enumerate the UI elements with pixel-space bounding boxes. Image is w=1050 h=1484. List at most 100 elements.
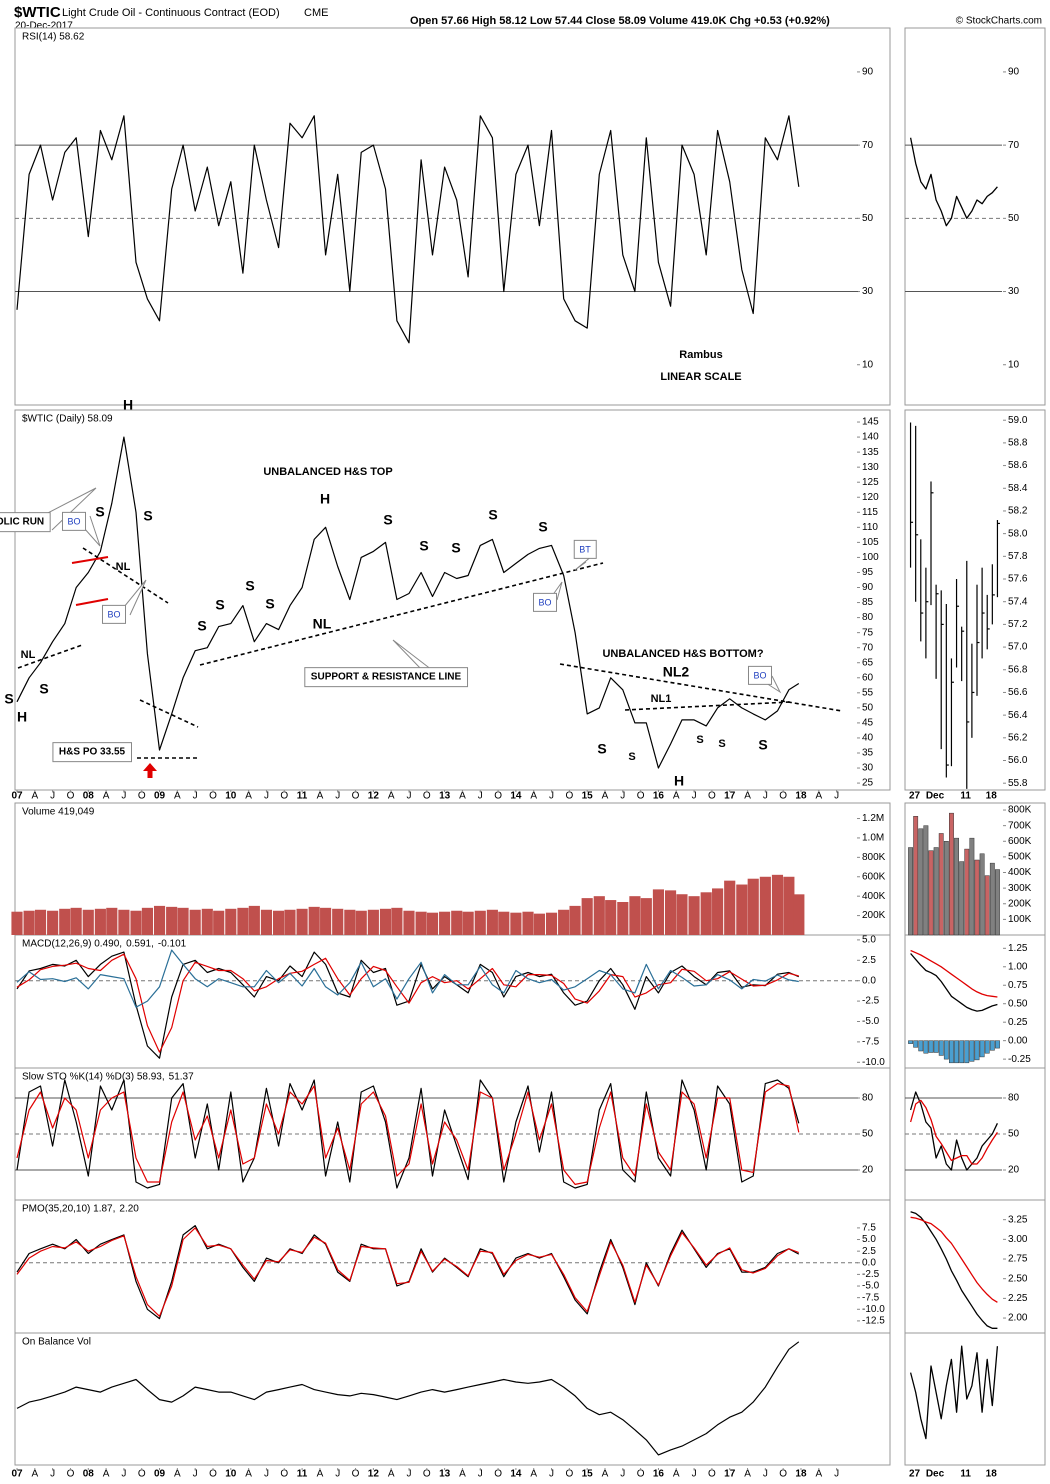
series-line <box>909 1091 998 1171</box>
bar <box>439 911 451 935</box>
series-line <box>16 951 800 1059</box>
exchange: CME <box>304 7 328 19</box>
bar <box>989 1040 995 1051</box>
bar <box>969 1040 975 1062</box>
bar <box>652 889 665 935</box>
x-tick-label: O <box>209 1469 217 1480</box>
bar <box>153 905 166 935</box>
y-tick-label: 2.5 <box>862 1246 876 1257</box>
legend-entry: On Balance Vol <box>22 1337 91 1348</box>
x-tick-label: O <box>565 791 573 802</box>
bar <box>793 894 805 935</box>
bar <box>47 910 59 935</box>
x-tick-label: O <box>637 1469 645 1480</box>
bar <box>248 905 260 935</box>
x-tick-label: 10 <box>225 1469 237 1480</box>
trend-line <box>75 598 109 606</box>
annotation: H <box>674 773 684 789</box>
y-tick-label: 95 <box>862 567 874 578</box>
bar <box>11 911 23 935</box>
x-tick-label: J <box>406 791 411 802</box>
y-tick-label: 65 <box>862 657 874 668</box>
series-line <box>16 953 799 1053</box>
x-tick-label: A <box>744 1469 751 1480</box>
y-tick-label: 58.2 <box>1008 506 1028 517</box>
x-tick-label: 14 <box>510 791 522 802</box>
y-tick-label: 50 <box>1008 1129 1020 1140</box>
x-tick-label: 16 <box>653 791 665 802</box>
y-tick-label: 1.2M <box>862 813 884 824</box>
y-tick-label: 20 <box>1008 1165 1020 1176</box>
y-tick-label: 90 <box>862 67 874 78</box>
y-tick-label: 1.0M <box>862 833 884 844</box>
mini-x-tick-label: 27 <box>909 1469 921 1480</box>
y-tick-label: 1.25 <box>1008 943 1028 954</box>
annotation: S <box>197 618 206 634</box>
y-tick-label: 130 <box>862 462 879 473</box>
bar <box>974 859 980 936</box>
annotation-box <box>747 665 773 685</box>
x-tick-label: O <box>209 791 217 802</box>
bar <box>533 913 545 935</box>
legend-entry: Slow STO %K(14) %D(3) 58.93, <box>22 1072 165 1083</box>
y-tick-label: 57.6 <box>1008 574 1028 585</box>
trend-line <box>82 547 169 604</box>
x-tick-label: 13 <box>439 1469 451 1480</box>
x-tick-label: A <box>602 1469 609 1480</box>
y-tick-label: 5.0 <box>862 935 876 946</box>
annotation: SUPPORT & RESISTANCE LINE <box>311 672 462 683</box>
bar <box>355 910 367 935</box>
x-tick-label: 12 <box>368 1469 380 1480</box>
x-tick-label: J <box>335 791 340 802</box>
x-tick-label: A <box>103 1469 110 1480</box>
y-tick-label: 30 <box>1008 286 1020 297</box>
x-tick-label: J <box>620 791 625 802</box>
y-tick-label: 50 <box>862 213 874 224</box>
bar <box>938 833 944 936</box>
x-tick-label: A <box>317 1469 324 1480</box>
bar <box>954 837 959 936</box>
x-tick-label: J <box>620 1469 625 1480</box>
annotation: S <box>95 504 104 520</box>
annotation: S <box>696 734 703 746</box>
y-tick-label: -5.0 <box>862 1016 880 1027</box>
bar <box>908 1040 913 1044</box>
trend-line <box>199 562 604 666</box>
bar <box>141 907 153 935</box>
mini-x-tick-label: 11 <box>960 1469 971 1480</box>
x-tick-label: A <box>174 791 181 802</box>
x-tick-label: 07 <box>11 1469 23 1480</box>
annotation: BO <box>67 516 80 526</box>
series-line <box>909 1099 998 1165</box>
annotation-box <box>0 512 51 533</box>
x-tick-label: A <box>673 791 680 802</box>
x-tick-label: J <box>549 1469 554 1480</box>
bar <box>569 905 581 935</box>
bar <box>284 909 296 935</box>
y-tick-label: 90 <box>862 582 874 593</box>
y-tick-label: 80 <box>1008 1093 1020 1104</box>
bar <box>640 898 652 935</box>
bar <box>593 896 605 935</box>
series-line <box>16 1083 800 1185</box>
x-tick-label: A <box>388 791 395 802</box>
annotation: BO <box>107 609 120 619</box>
y-tick-label: -12.5 <box>862 1316 885 1327</box>
bar <box>995 1040 1000 1049</box>
legend-entry: Volume 419,049 <box>22 807 95 818</box>
panel-frame <box>14 1199 891 1334</box>
x-tick-label: O <box>708 791 716 802</box>
y-tick-label: -5.0 <box>862 1281 880 1292</box>
y-tick-label: 145 <box>862 417 879 428</box>
x-tick-label: 15 <box>582 1469 594 1480</box>
annotation: UNBALANCED H&S TOP <box>263 466 392 478</box>
bar <box>166 906 178 935</box>
y-tick-label: -0.25 <box>1008 1054 1031 1065</box>
y-tick-label: 56.8 <box>1008 664 1028 675</box>
bar <box>498 911 510 935</box>
x-tick-label: A <box>245 1469 252 1480</box>
x-tick-label: J <box>264 1469 269 1480</box>
x-tick-label: O <box>423 1469 431 1480</box>
y-tick-label: -10.0 <box>862 1304 885 1315</box>
callout-pointer <box>83 515 101 547</box>
